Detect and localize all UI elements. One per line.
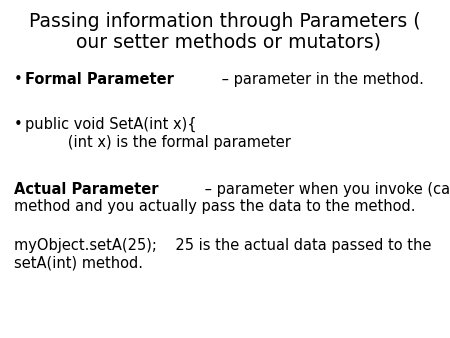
Text: •: • (14, 72, 23, 87)
Text: setA(int) method.: setA(int) method. (14, 255, 143, 270)
Text: Formal Parameter: Formal Parameter (25, 72, 174, 87)
Text: myObject.setA(25);    25 is the actual data passed to the: myObject.setA(25); 25 is the actual data… (14, 238, 432, 253)
Text: – parameter when you invoke (call) the: – parameter when you invoke (call) the (200, 182, 450, 197)
Text: method and you actually pass the data to the method.: method and you actually pass the data to… (14, 199, 415, 214)
Text: •: • (14, 117, 23, 132)
Text: public void SetA(int x){: public void SetA(int x){ (25, 117, 197, 132)
Text: Passing information through Parameters (: Passing information through Parameters ( (29, 12, 421, 31)
Text: (int x) is the formal parameter: (int x) is the formal parameter (40, 135, 291, 150)
Text: Actual Parameter: Actual Parameter (14, 182, 158, 197)
Text: our setter methods or mutators): our setter methods or mutators) (69, 32, 381, 51)
Text: – parameter in the method.: – parameter in the method. (217, 72, 424, 87)
